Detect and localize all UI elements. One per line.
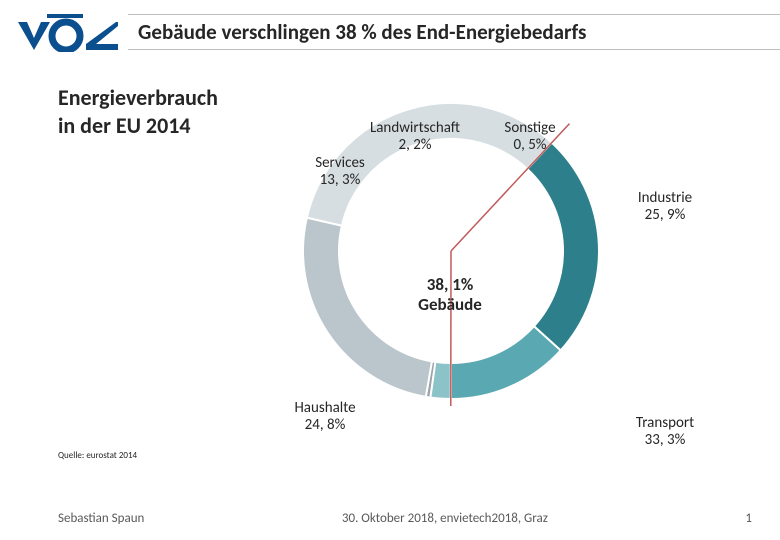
slice-label-haushalte: Haushalte24, 8% <box>294 400 355 435</box>
footer: Sebastian Spaun 30. Oktober 2018, enviet… <box>0 511 780 526</box>
footer-page: 1 <box>745 511 752 526</box>
center-label: 38, 1% Gebäude <box>418 275 482 316</box>
slide: Gebäude verschlingen 38 % des End-Energi… <box>0 0 780 540</box>
footer-author: Sebastian Spaun <box>58 511 144 526</box>
voz-logo <box>14 12 120 52</box>
center-label-text: Gebäude <box>418 295 482 315</box>
page-title: Gebäude verschlingen 38 % des End-Energi… <box>128 14 780 50</box>
source-note: Quelle: eurostat 2014 <box>58 450 137 461</box>
slice-label-sonstige: Sonstige0, 5% <box>504 120 555 155</box>
slice-label-transport: Transport33, 3% <box>636 415 694 450</box>
subtitle-line2: in der EU 2014 <box>58 112 218 140</box>
header: Gebäude verschlingen 38 % des End-Energi… <box>0 8 780 56</box>
slice-label-industrie: Industrie25, 9% <box>638 190 692 225</box>
slice-label-services: Services13, 3% <box>315 155 365 190</box>
center-label-pct: 38, 1% <box>418 275 482 295</box>
chart-subtitle: Energieverbrauch in der EU 2014 <box>58 84 218 139</box>
slice-label-landwirtschaft: Landwirtschaft2, 2% <box>370 120 460 155</box>
footer-venue: 30. Oktober 2018, envietech2018, Graz <box>342 511 548 526</box>
subtitle-line1: Energieverbrauch <box>58 84 218 112</box>
